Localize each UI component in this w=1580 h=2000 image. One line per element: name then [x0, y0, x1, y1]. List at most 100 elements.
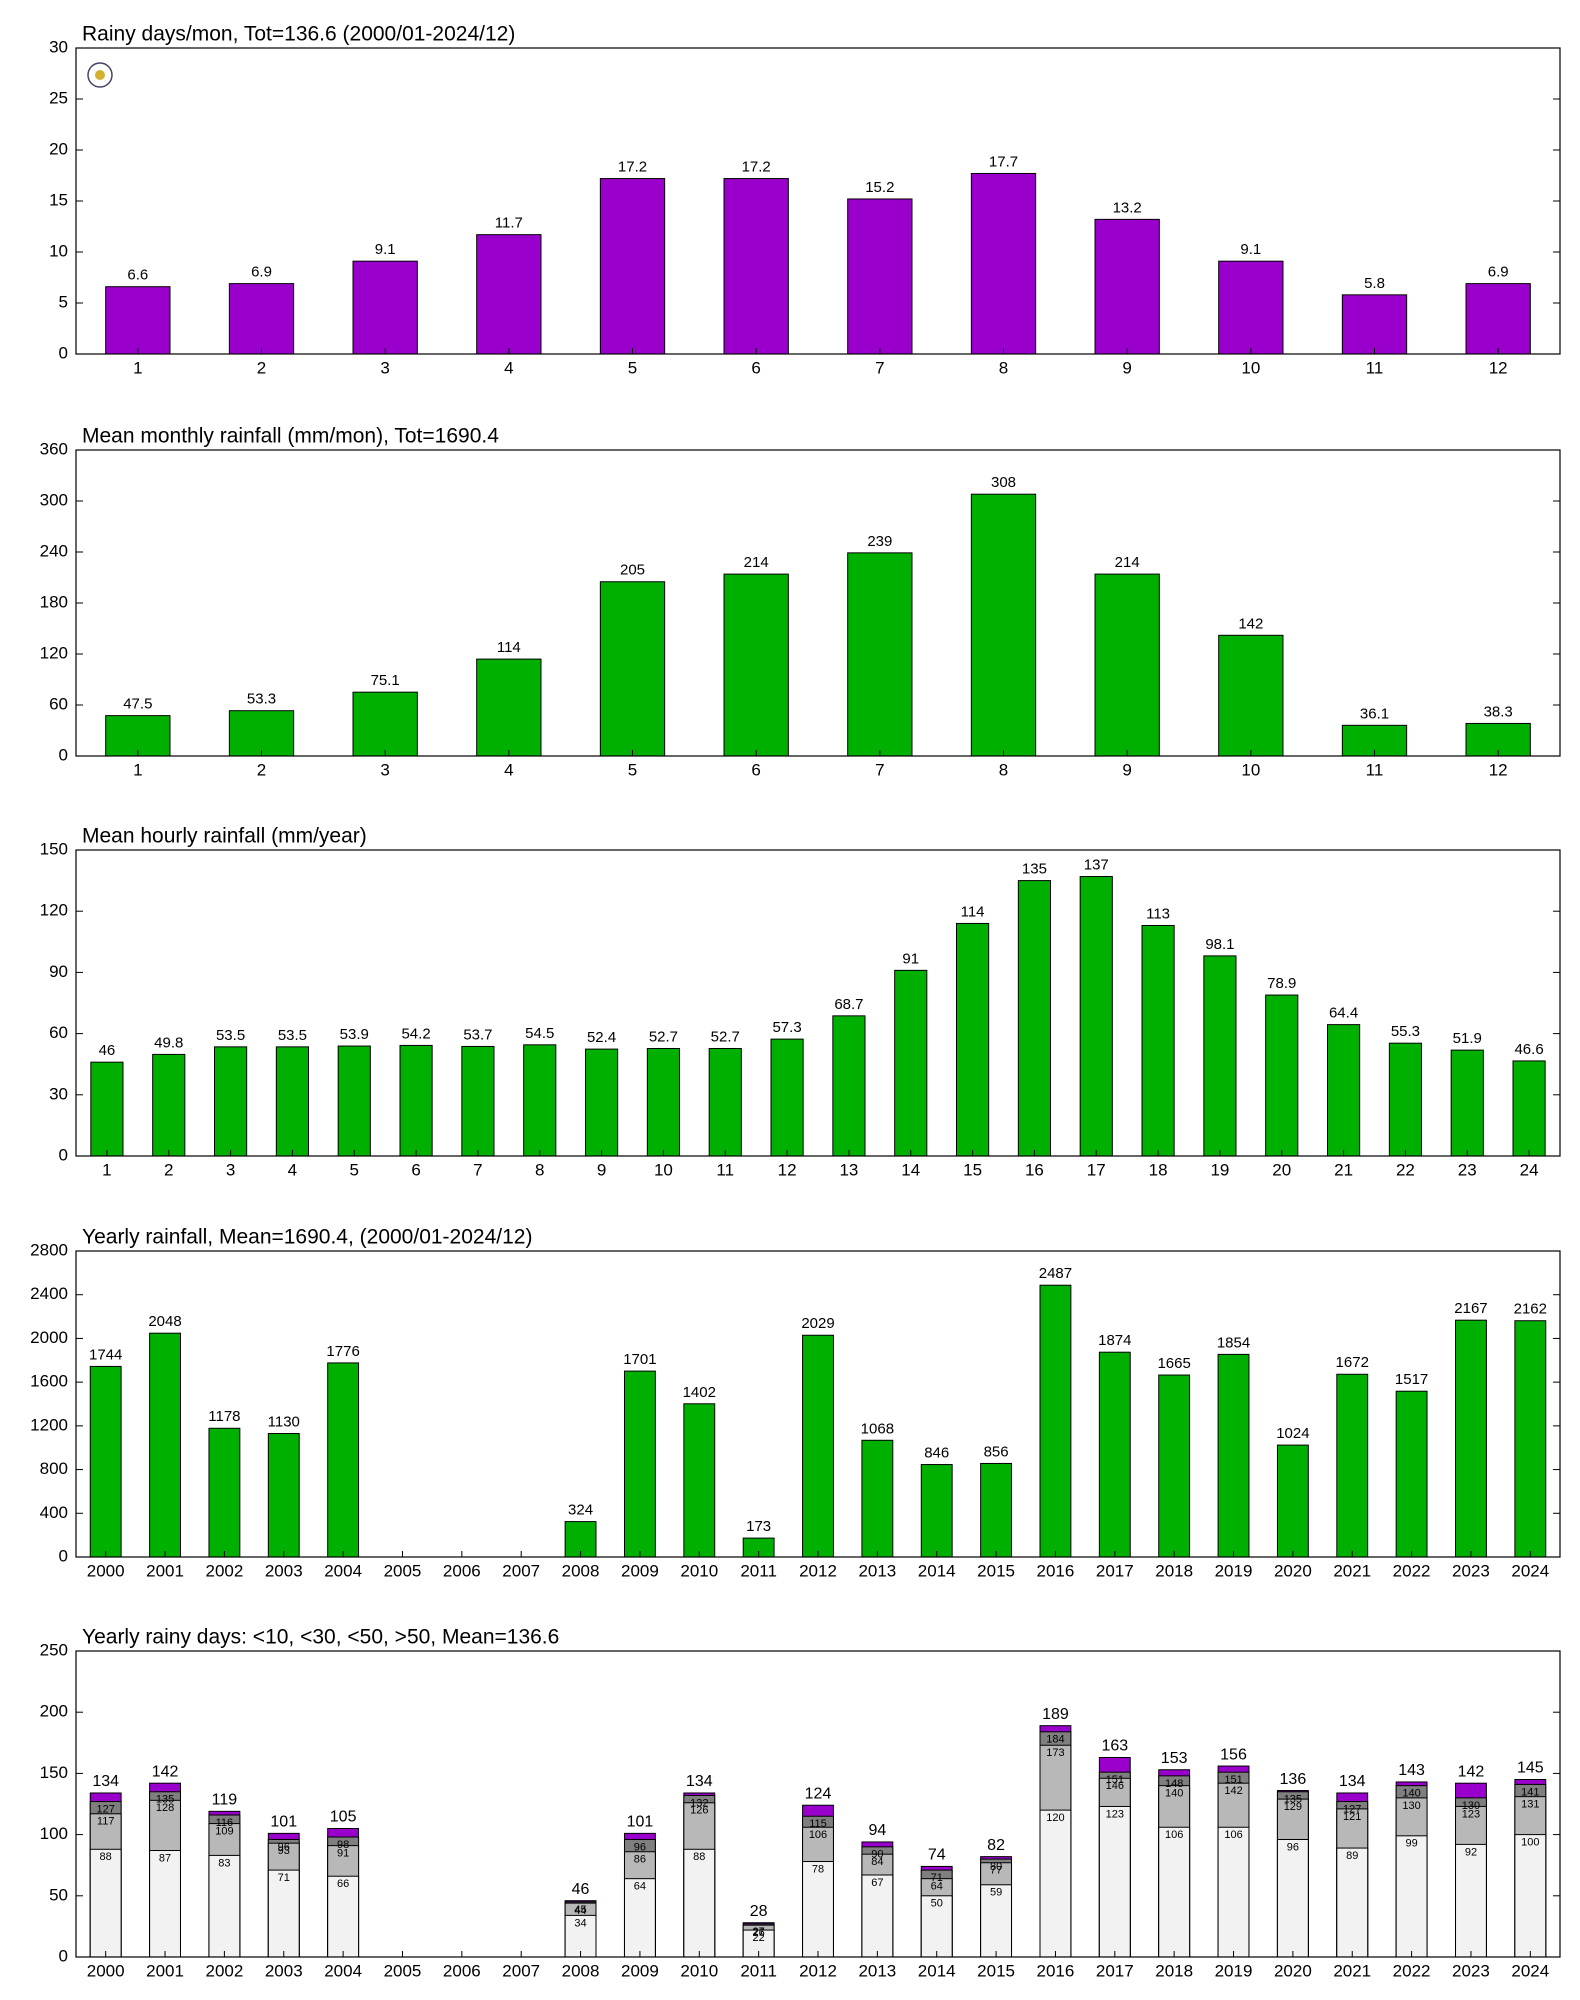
value-label: 17.2	[742, 159, 771, 176]
x-tick-label: 2000	[87, 1561, 125, 1580]
value-label: 114	[497, 639, 521, 656]
segment-label: 71	[931, 1872, 943, 1884]
segment-label: 132	[690, 1797, 708, 1809]
x-tick-label: 2021	[1333, 1561, 1371, 1580]
segment-label: 131	[1521, 1799, 1539, 1811]
segment-label: 151	[1224, 1774, 1242, 1786]
x-tick-label: 2018	[1155, 1561, 1193, 1580]
segment-label: 98	[337, 1839, 349, 1851]
segment-label: 120	[1046, 1812, 1064, 1824]
x-tick-label: 2022	[1393, 1561, 1431, 1580]
segment-label: 83	[218, 1857, 230, 1869]
bar	[1158, 1374, 1191, 1558]
x-tick-label: 6	[751, 358, 760, 377]
bar	[1098, 1805, 1131, 1958]
segment-label: 106	[1165, 1829, 1183, 1841]
x-tick-label: 2019	[1215, 1561, 1253, 1580]
y-tick-label: 400	[40, 1503, 68, 1522]
x-tick-label: 4	[504, 358, 513, 377]
x-tick-label: 2020	[1274, 1561, 1312, 1580]
x-tick-label: 2011	[740, 1561, 777, 1580]
bar	[89, 1848, 122, 1958]
bar	[1512, 1060, 1546, 1157]
bar	[723, 178, 789, 355]
x-tick-label: 9	[597, 1160, 606, 1179]
segment-label: 146	[1106, 1780, 1124, 1792]
bar	[847, 198, 913, 355]
value-label: 1130	[268, 1413, 300, 1430]
y-tick-label: 240	[40, 541, 68, 560]
value-label: 143	[1398, 1762, 1425, 1779]
value-label: 52.4	[587, 1029, 616, 1046]
value-label: 74	[928, 1847, 946, 1864]
bar	[1039, 1284, 1072, 1558]
bar	[90, 1061, 124, 1157]
x-tick-label: 2012	[799, 1561, 837, 1580]
x-tick-label: 2015	[977, 1561, 1015, 1580]
x-tick-label: 2017	[1096, 1561, 1134, 1580]
bar	[399, 1044, 433, 1157]
x-tick-label: 10	[1241, 358, 1260, 377]
bar	[623, 1878, 656, 1958]
bar	[149, 1332, 181, 1558]
x-tick-label: 2007	[502, 1561, 540, 1580]
value-label: 142	[1238, 615, 1263, 632]
value-label: 136	[1280, 1771, 1307, 1788]
x-tick-label: 5	[628, 358, 637, 377]
bar	[208, 1427, 241, 1558]
x-tick-label: 2008	[562, 1561, 600, 1580]
bar	[352, 691, 418, 757]
bar	[89, 1365, 122, 1558]
x-tick-label: 17	[1087, 1160, 1106, 1179]
value-label: 57.3	[772, 1019, 801, 1036]
value-label: 101	[270, 1814, 297, 1831]
value-label: 134	[92, 1773, 119, 1790]
segment-label: 96	[278, 1841, 290, 1853]
x-tick-label: 7	[875, 760, 884, 779]
y-tick-label: 0	[59, 1145, 68, 1164]
bar	[970, 493, 1037, 757]
value-label: 1665	[1157, 1355, 1190, 1372]
bar	[476, 658, 542, 757]
chart-title: Yearly rainy days: <10, <30, <50, >50, M…	[82, 1626, 559, 1649]
value-label: 94	[868, 1822, 886, 1839]
value-label: 145	[1517, 1760, 1544, 1777]
segment-label: 100	[1521, 1837, 1539, 1849]
value-label: 9.1	[1240, 241, 1261, 258]
value-label: 239	[867, 533, 892, 550]
bar	[646, 1047, 680, 1157]
segment-label: 64	[634, 1881, 646, 1893]
y-tick-label: 360	[40, 439, 68, 458]
segment-label: 64	[931, 1881, 943, 1893]
x-tick-label: 2017	[1096, 1961, 1134, 1980]
bar	[1514, 1834, 1547, 1958]
x-tick-label: 2021	[1333, 1961, 1371, 1980]
x-tick-label: 2	[164, 1160, 173, 1179]
segment-label: 127	[97, 1803, 115, 1815]
bar	[802, 1861, 834, 1958]
segment-label: 140	[1402, 1788, 1420, 1800]
x-tick-label: 2018	[1155, 1961, 1193, 1980]
x-tick-label: 2009	[621, 1561, 659, 1580]
x-tick-label: 2009	[621, 1961, 659, 1980]
value-label: 53.7	[463, 1026, 492, 1043]
value-label: 324	[568, 1502, 593, 1519]
segment-label: 88	[693, 1851, 705, 1863]
x-tick-label: 13	[839, 1160, 858, 1179]
value-label: 1024	[1276, 1425, 1309, 1442]
segment-label: 91	[337, 1848, 349, 1860]
x-tick-label: 7	[473, 1160, 482, 1179]
bar	[920, 1464, 953, 1558]
y-tick-label: 30	[49, 1084, 68, 1103]
value-label: 68.7	[834, 996, 863, 1013]
axes-box	[75, 449, 1561, 757]
logo	[87, 62, 113, 88]
y-tick-label: 0	[59, 745, 68, 764]
bar	[861, 1439, 894, 1558]
value-label: 49.8	[154, 1034, 183, 1051]
segment-label: 130	[1402, 1800, 1420, 1812]
logo-core	[95, 70, 105, 80]
segment-label: 123	[1462, 1808, 1480, 1820]
value-label: 1517	[1395, 1371, 1428, 1388]
x-tick-label: 24	[1520, 1160, 1539, 1179]
